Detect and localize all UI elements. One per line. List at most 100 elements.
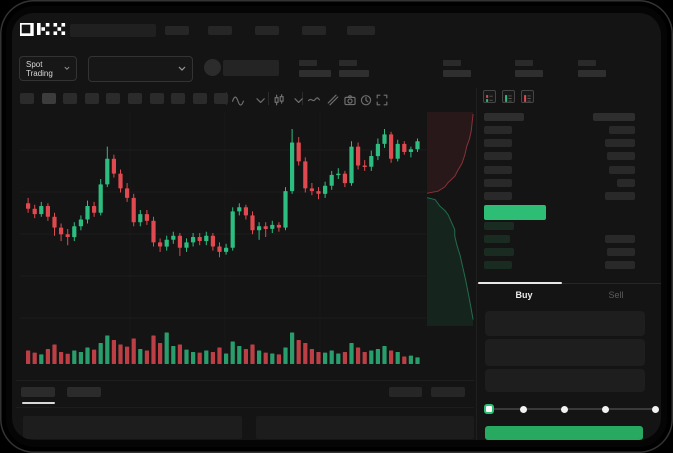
toolbar-divider — [226, 92, 227, 105]
timeframe-button-4[interactable] — [84, 93, 99, 104]
slider-stop[interactable] — [520, 405, 527, 413]
chevron-down-icon[interactable] — [254, 93, 266, 105]
order-book — [477, 85, 661, 283]
stat-label-4 — [515, 60, 533, 66]
slider-track[interactable] — [489, 408, 655, 410]
stat-value-4 — [515, 70, 543, 77]
bid-price — [484, 222, 514, 230]
chevron-down-icon — [64, 66, 70, 70]
timeframe-button-3[interactable] — [63, 93, 78, 104]
ask-price — [484, 152, 512, 160]
timeframe-button-5[interactable] — [106, 93, 121, 104]
buy-submit-button[interactable] — [485, 426, 643, 440]
bottom-action-2[interactable] — [431, 387, 465, 397]
coin-icon — [204, 59, 221, 76]
ask-row[interactable] — [477, 126, 661, 136]
bid-price — [484, 261, 512, 269]
buy-tab-indicator — [478, 282, 562, 284]
order-field-3[interactable] — [485, 369, 645, 392]
ask-price — [484, 166, 512, 174]
bid-row[interactable] — [477, 248, 661, 258]
bid-amount — [605, 235, 635, 243]
draw-lines-icon[interactable] — [327, 93, 339, 106]
nav-item-3[interactable] — [255, 26, 279, 35]
timeframe-button-9[interactable] — [192, 93, 207, 104]
line-wave-icon[interactable] — [308, 93, 320, 105]
bottom-divider-top — [16, 380, 474, 381]
ask-amount — [605, 192, 635, 200]
chart-toolbar — [12, 85, 476, 111]
nav-item-1[interactable] — [165, 26, 189, 35]
timeframe-button-2[interactable] — [41, 93, 56, 104]
nav-item-2[interactable] — [208, 26, 232, 35]
chevron-down-icon[interactable] — [292, 93, 304, 105]
stat-label-1 — [299, 60, 317, 66]
top-navbar — [12, 13, 661, 53]
timeframe-button-1[interactable] — [20, 93, 34, 104]
timeframe-button-10[interactable] — [214, 93, 229, 104]
bottom-content-box-1 — [23, 416, 242, 439]
candlestick-chart[interactable] — [20, 112, 426, 368]
indicator-wave-icon[interactable] — [232, 93, 244, 106]
nav-item-5[interactable] — [347, 26, 375, 35]
bid-row[interactable] — [477, 235, 661, 245]
bottom-content-box-2 — [256, 416, 474, 439]
ask-row[interactable] — [477, 139, 661, 149]
slider-stop[interactable] — [602, 405, 609, 413]
bid-row[interactable] — [477, 222, 661, 232]
ask-price — [484, 179, 512, 187]
ask-row[interactable] — [477, 179, 661, 189]
nav-item-4[interactable] — [302, 26, 326, 35]
tab-divider — [477, 283, 661, 284]
book-bids-icon[interactable] — [502, 90, 515, 103]
amount-slider[interactable] — [484, 401, 661, 417]
tab-sell[interactable]: Sell — [608, 290, 624, 300]
candle-type-icon[interactable] — [273, 93, 285, 106]
bottom-action-1[interactable] — [389, 387, 422, 397]
ask-amount — [607, 152, 635, 160]
slider-stop[interactable] — [561, 405, 568, 413]
order-field-1[interactable] — [485, 311, 645, 336]
slider-stop[interactable] — [652, 405, 659, 413]
symbol-bar: Spot Trading — [12, 53, 661, 85]
ask-row[interactable] — [477, 192, 661, 202]
toolbar-divider — [268, 92, 269, 105]
timeframe-button-8[interactable] — [171, 93, 186, 104]
market-type-dropdown[interactable]: Spot Trading — [19, 56, 77, 81]
stat-label-2 — [339, 60, 357, 66]
trade-panel: Buy Sell — [477, 281, 661, 440]
alert-clock-icon[interactable] — [360, 93, 372, 106]
ask-amount — [609, 126, 635, 134]
chevron-down-icon — [178, 66, 186, 71]
stat-value-1 — [299, 70, 331, 77]
bid-price — [484, 248, 514, 256]
pair-name-placeholder — [223, 60, 279, 76]
book-combined-icon[interactable] — [483, 90, 496, 103]
bid-price — [484, 235, 510, 243]
okx-logo — [18, 21, 66, 37]
bottom-tab-2[interactable] — [67, 387, 101, 397]
pair-selector-dropdown[interactable] — [88, 56, 193, 82]
ob-header-amount — [593, 113, 635, 121]
stat-value-5 — [578, 70, 606, 77]
ask-row[interactable] — [477, 166, 661, 176]
slider-handle[interactable] — [484, 404, 494, 414]
ask-amount — [605, 139, 635, 147]
order-field-2[interactable] — [485, 339, 645, 366]
stat-label-3 — [443, 60, 461, 66]
bid-row[interactable] — [477, 261, 661, 271]
camera-icon[interactable] — [344, 93, 356, 106]
ask-price — [484, 192, 512, 200]
stat-value-3 — [443, 70, 471, 77]
search-placeholder[interactable] — [70, 24, 156, 37]
tab-buy[interactable]: Buy — [515, 290, 533, 300]
fullscreen-icon[interactable] — [376, 93, 388, 106]
timeframe-button-7[interactable] — [149, 93, 164, 104]
bottom-panel — [12, 380, 476, 440]
ask-amount — [617, 179, 635, 187]
ask-price — [484, 139, 512, 147]
timeframe-button-6[interactable] — [128, 93, 142, 104]
bottom-tab-1[interactable] — [21, 387, 55, 397]
ask-row[interactable] — [477, 152, 661, 162]
book-asks-icon[interactable] — [521, 90, 534, 103]
